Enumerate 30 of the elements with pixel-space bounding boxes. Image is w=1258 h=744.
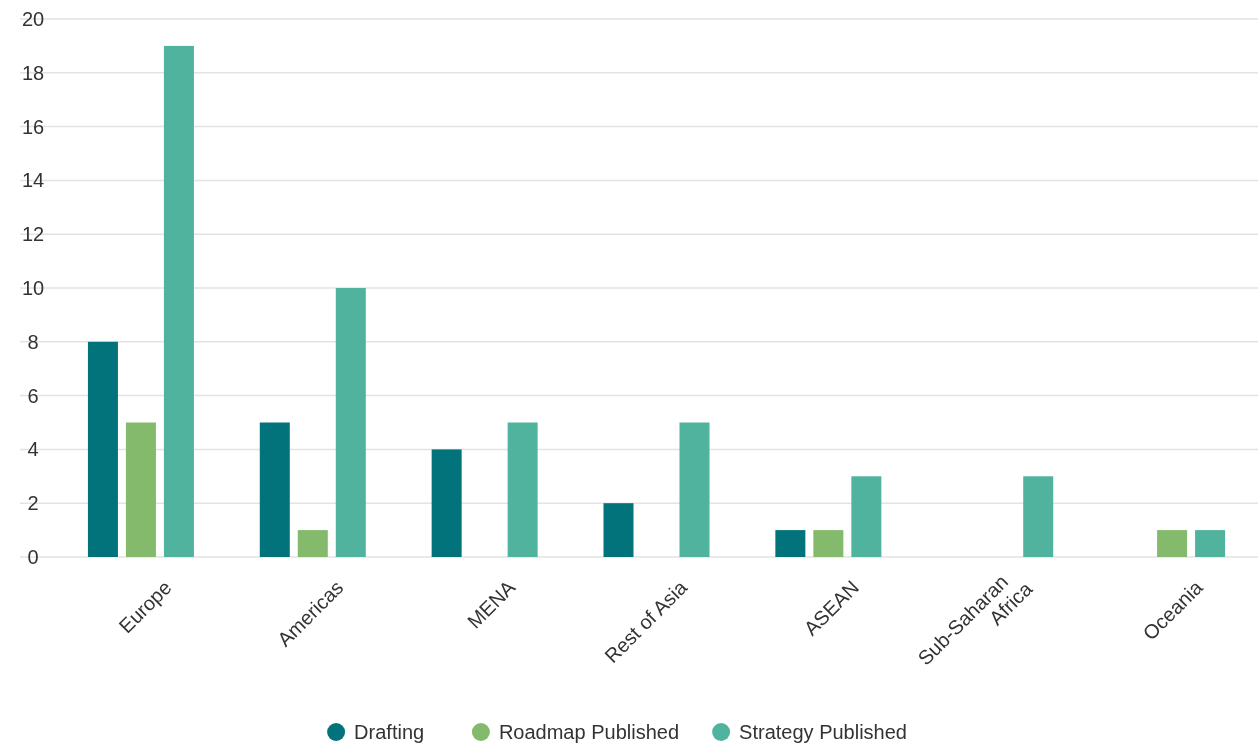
legend-label: Drafting [354, 721, 425, 743]
y-tick-label: 16 [21, 115, 45, 138]
bar [259, 422, 290, 557]
bar [431, 449, 462, 557]
y-tick-label: 10 [21, 277, 45, 299]
bar [1195, 530, 1226, 557]
bar [775, 530, 806, 557]
bar [87, 341, 118, 557]
y-tick-label: 8 [27, 330, 39, 353]
y-tick-label: 14 [21, 169, 45, 192]
bar [297, 530, 328, 557]
legend-label: Strategy Published [739, 721, 907, 743]
bar [813, 530, 844, 557]
y-tick-label: 2 [27, 492, 39, 515]
bar [1023, 476, 1054, 557]
bar [507, 422, 538, 557]
y-tick-label: 0 [27, 546, 39, 568]
y-tick-label: 4 [27, 438, 39, 461]
bar [125, 422, 156, 557]
y-tick-label: 18 [21, 61, 45, 84]
bar [335, 288, 366, 557]
y-tick-label: 20 [21, 8, 45, 30]
y-tick-label: 12 [21, 223, 45, 246]
bar [163, 45, 194, 557]
legend-label: Roadmap Published [498, 721, 680, 743]
bar [679, 422, 710, 557]
y-tick-label: 6 [27, 384, 39, 407]
bar [1157, 530, 1188, 557]
bar [603, 503, 634, 557]
bar [851, 476, 882, 557]
